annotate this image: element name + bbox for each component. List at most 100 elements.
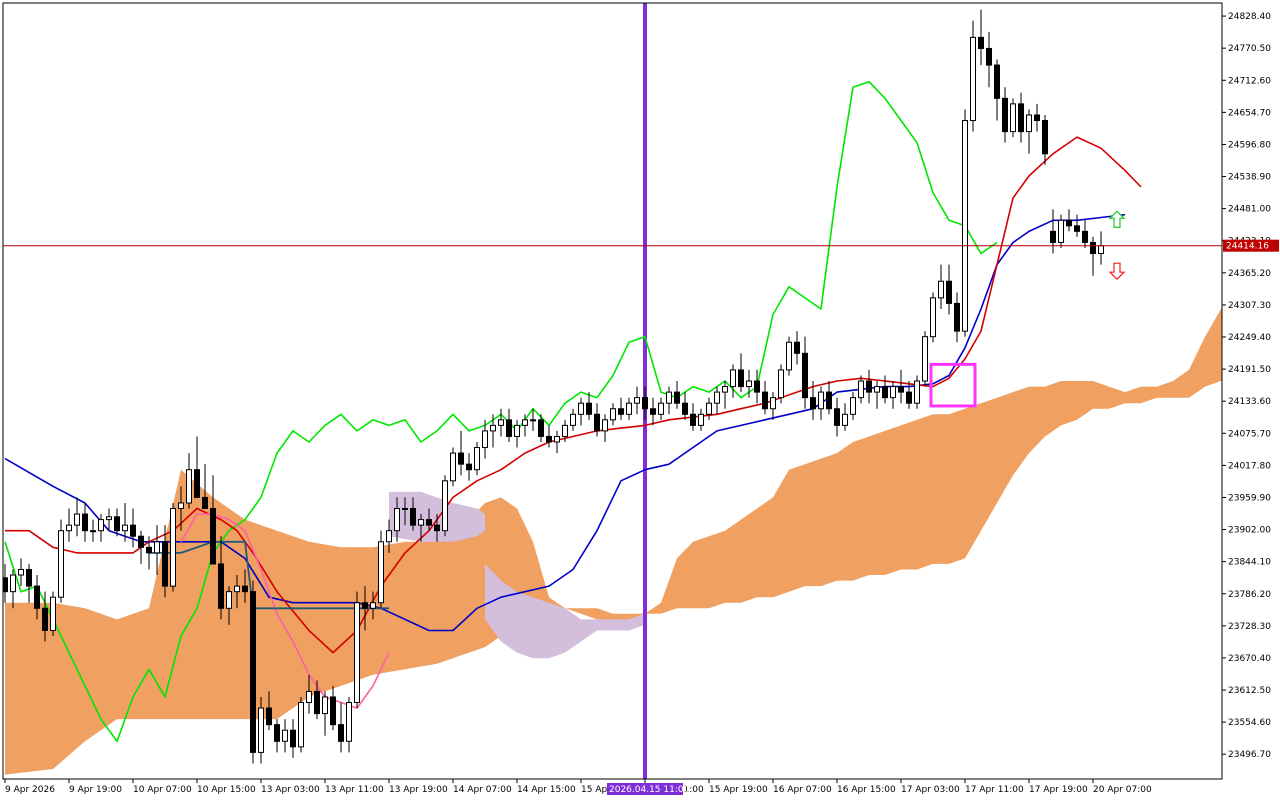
candle-body-bull [602, 419, 608, 432]
candle [130, 508, 136, 548]
candle [1090, 236, 1096, 276]
y-axis-tick-label: 23902.00 [1228, 526, 1271, 536]
candle-body-bear [242, 585, 248, 593]
candle [690, 403, 696, 431]
candle [618, 397, 624, 420]
candle [986, 31, 992, 88]
candle-body-bear [802, 352, 808, 399]
x-axis-tick-label: 13 Apr 03:00 [261, 785, 320, 795]
kumo-cloud [5, 306, 1222, 775]
y-axis-tick-label: 23670.40 [1228, 654, 1271, 664]
candle [794, 331, 800, 365]
candle-body-bull [370, 602, 376, 609]
candle [874, 381, 880, 409]
candle [938, 264, 944, 309]
candle-body-bear [26, 568, 32, 587]
candle-body-bull [746, 380, 752, 388]
candle [298, 696, 304, 753]
candle [34, 575, 40, 620]
candle-body-bear [274, 724, 280, 742]
candle-body-bull [346, 702, 352, 742]
x-axis-tick-label: 20 Apr 07:00 [1093, 785, 1152, 795]
candle-body-bear [410, 508, 416, 526]
candle [282, 719, 288, 753]
candle [994, 59, 1000, 121]
candle [410, 497, 416, 531]
candle-body-bull [322, 696, 328, 715]
candle-body-bear [1066, 219, 1072, 227]
candle-body-bear [810, 397, 816, 410]
candle-body-bull [106, 516, 112, 521]
candle-body-bull [706, 402, 712, 415]
candle [738, 353, 744, 393]
candle-body-bull [874, 386, 880, 393]
candle-body-bull [658, 402, 664, 415]
candle-body-bear [1042, 120, 1048, 155]
candle-body-bull [778, 369, 784, 399]
candle-body-bull [402, 508, 408, 511]
candle-body-bull [970, 36, 976, 122]
candle [1042, 114, 1048, 165]
candle-body-bear [986, 47, 992, 66]
y-axis-tick-label: 24481.00 [1228, 205, 1271, 215]
candle [682, 392, 688, 420]
candle-body-bull [634, 397, 640, 404]
candle-body-bull [354, 602, 360, 704]
candle-body-bear [834, 408, 840, 426]
candle [370, 591, 376, 620]
candle-body-bull [922, 336, 928, 382]
candle-body-bull [10, 574, 16, 593]
candle-body-bull [186, 469, 192, 504]
candle [154, 525, 160, 576]
candle-body-bear [674, 391, 680, 404]
candle-body-bull [722, 386, 728, 393]
candle-body-bear [114, 516, 120, 532]
x-axis-tick-label: 13 Apr 11:00 [325, 785, 384, 795]
candle [930, 292, 936, 343]
y-axis-tick-label: 23959.90 [1228, 493, 1271, 503]
candle [82, 502, 88, 542]
candle [10, 569, 16, 609]
candle [106, 508, 112, 531]
candle [458, 430, 464, 476]
candle [234, 575, 240, 609]
candle [386, 519, 392, 553]
candle-body-bull [394, 508, 400, 532]
current-price-label-bg [1223, 239, 1279, 252]
candle-body-bear [1018, 103, 1024, 133]
arrow-up-shape [1108, 210, 1126, 228]
candle-body-bull [386, 530, 392, 543]
candle [810, 381, 816, 420]
candle [26, 563, 32, 603]
candle-body-bear [618, 408, 624, 415]
candle [538, 414, 544, 442]
candle [178, 486, 184, 531]
x-axis-tick-label: 17 Apr 19:00 [1029, 785, 1088, 795]
candle-body-bear [754, 380, 760, 393]
y-axis-tick-label: 24307.30 [1228, 301, 1271, 311]
candle-body-bear [826, 391, 832, 410]
candle [530, 408, 536, 431]
candle [218, 536, 224, 620]
candle [346, 696, 352, 753]
candle [226, 586, 232, 625]
candle-body-bull [74, 513, 80, 526]
candle [1066, 209, 1072, 232]
candle [450, 447, 456, 487]
x-axis-tick-label: 16 Apr 15:00 [837, 785, 896, 795]
candle [546, 425, 552, 448]
candle-body-bear [82, 513, 88, 532]
candle-body-bear [1090, 241, 1096, 255]
vline-time-label-bg [607, 783, 683, 795]
candle-body-bull [698, 413, 704, 426]
candle-body-bull [530, 419, 536, 422]
candle [322, 691, 328, 736]
x-axis-tick-label: 16 Apr 07:00 [773, 785, 832, 795]
y-axis-tick-label: 24712.60 [1228, 76, 1271, 86]
candle-body-bear [946, 280, 952, 304]
candle-body-bear [690, 413, 696, 426]
candle [258, 696, 264, 764]
candle-body-bull [786, 341, 792, 371]
candle-body-bull [450, 452, 456, 482]
candle [562, 419, 568, 442]
